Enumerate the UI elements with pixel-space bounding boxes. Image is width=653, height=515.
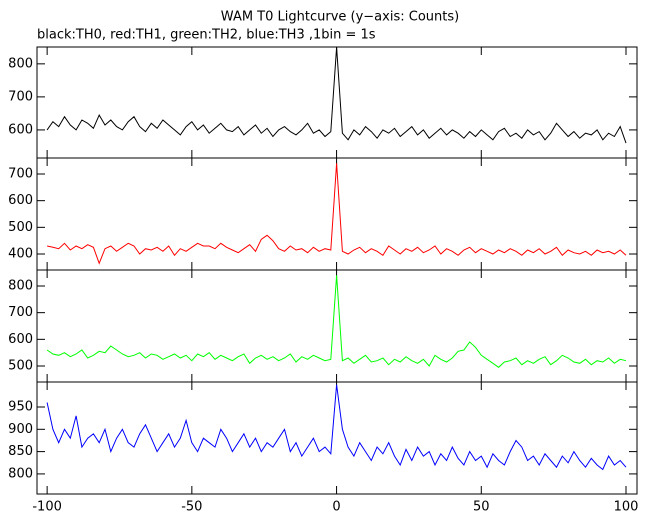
chart-subtitle: black:TH0, red:TH1, green:TH2, blue:TH3 … <box>37 28 376 43</box>
y-tick-label: 600 <box>8 332 33 347</box>
y-tick-label: 950 <box>8 399 33 414</box>
y-tick-label: 700 <box>8 167 33 182</box>
panel-frame <box>36 46 638 159</box>
x-tick-label: -100 <box>32 500 62 515</box>
light-curve <box>46 275 627 368</box>
y-tick-label: 800 <box>8 279 33 294</box>
y-tick-label: 700 <box>8 89 33 104</box>
y-tick-label: 600 <box>8 122 33 137</box>
y-tick-label: 500 <box>8 359 33 374</box>
x-tick-label: 100 <box>614 500 639 515</box>
y-tick-label: 500 <box>8 220 33 235</box>
y-tick-label: 700 <box>8 305 33 320</box>
y-tick-label: 600 <box>8 193 33 208</box>
y-tick-label: 400 <box>8 247 33 262</box>
x-tick-label: -50 <box>181 500 202 515</box>
x-tick-label: 0 <box>332 500 340 515</box>
y-tick-label: 900 <box>8 422 33 437</box>
panel-frame <box>36 381 638 495</box>
y-tick-label: 850 <box>8 444 33 459</box>
light-curve <box>46 163 627 265</box>
light-curve <box>46 47 627 144</box>
y-tick-label: 800 <box>8 56 33 71</box>
chart-title: WAM T0 Lightcurve (y−axis: Counts) <box>221 10 459 25</box>
x-tick-label: 50 <box>473 500 490 515</box>
light-curve <box>46 384 627 471</box>
y-tick-label: 800 <box>8 466 33 481</box>
